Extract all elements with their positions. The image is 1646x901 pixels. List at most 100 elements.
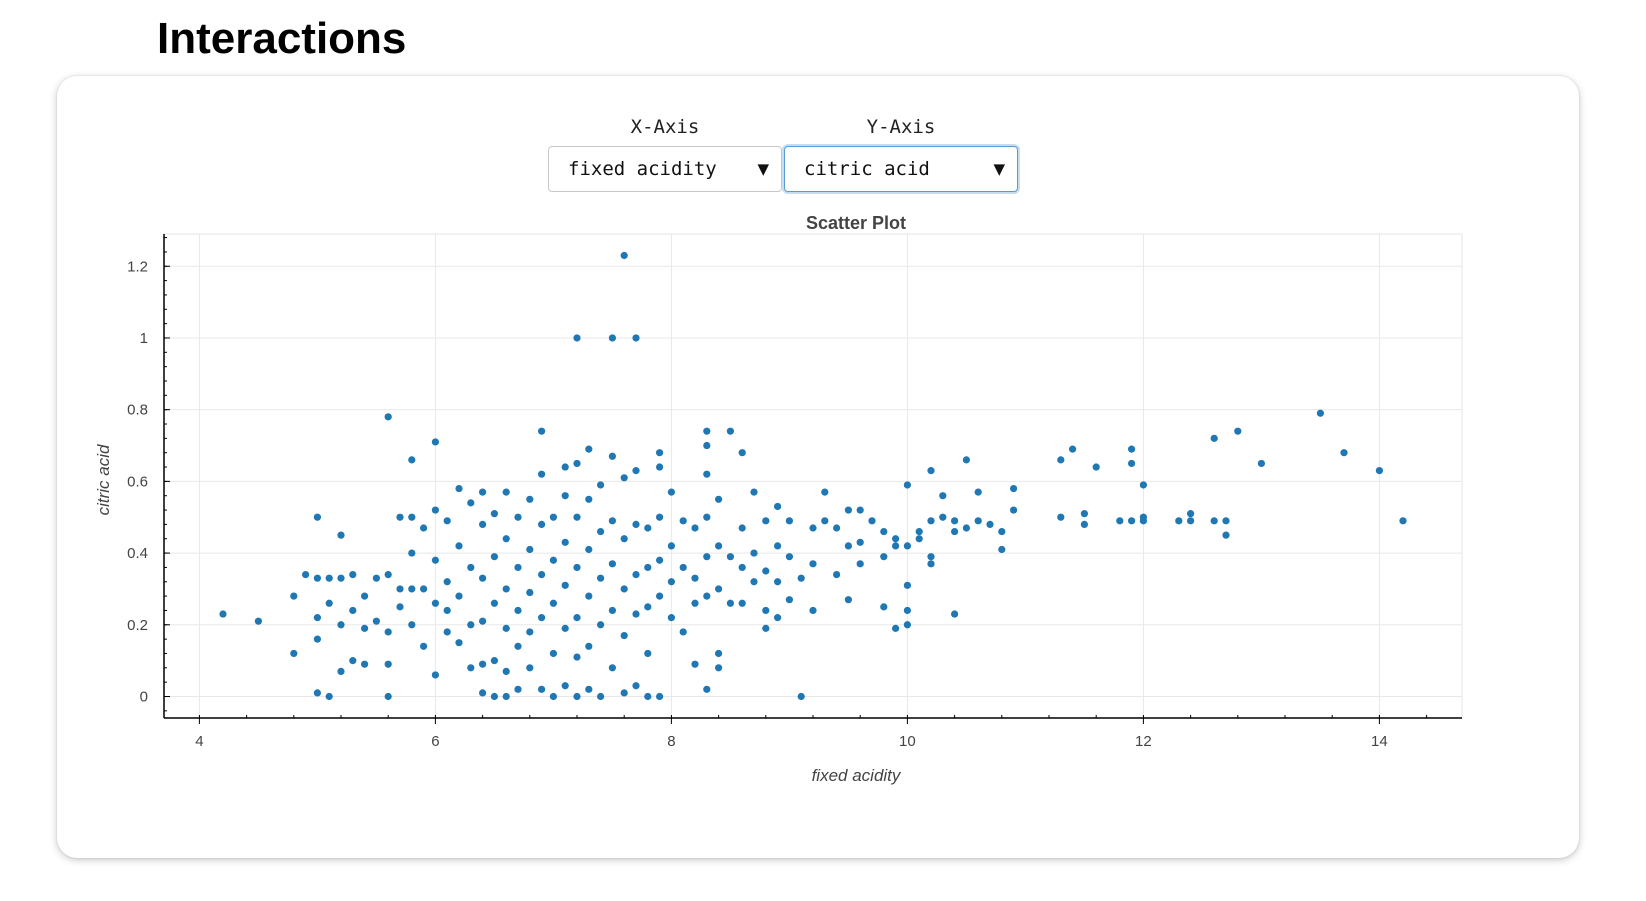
data-point [585,445,593,453]
data-point [1069,445,1077,453]
data-point [585,642,593,650]
data-point [490,553,498,561]
data-point [431,599,439,607]
data-point [715,495,723,503]
data-point [608,560,617,568]
data-point [715,542,723,550]
data-point [597,574,605,582]
data-point [1375,467,1383,475]
y-axis-title: citric acid [94,444,113,515]
data-point [361,592,369,600]
data-point [585,495,593,503]
data-point [384,628,392,636]
data-point [880,603,888,611]
data-point [927,467,935,475]
data-point [738,599,746,607]
data-point [703,592,711,600]
data-point [597,481,605,489]
data-point [502,692,510,701]
y-axis-select[interactable]: citric acid ▼ [784,146,1018,192]
data-point [514,606,522,615]
data-point [443,606,451,615]
data-point [644,524,652,532]
data-point [903,542,912,550]
data-point [490,599,498,607]
x-tick-label: 6 [431,733,439,750]
data-point [726,599,735,607]
x-axis-select[interactable]: fixed acidity ▼ [548,146,782,192]
data-point [349,606,357,615]
data-point [785,553,794,561]
data-point [384,413,392,421]
y-tick-label: 0.4 [127,545,148,562]
data-point [526,495,534,503]
data-point [325,692,333,701]
data-point [703,427,711,435]
data-point [632,610,640,618]
data-point [479,617,487,625]
data-point [408,456,416,464]
data-point [597,692,605,701]
data-point [1128,445,1136,453]
data-point [573,614,581,622]
data-point [561,581,569,589]
data-point [1316,409,1324,417]
data-point [290,592,298,600]
data-point [1057,513,1065,521]
data-point [939,513,947,521]
data-point [797,692,805,701]
x-axis-select-value: fixed acidity [568,158,717,180]
data-point [962,456,971,464]
data-point [467,621,475,629]
data-point [844,596,853,604]
data-point [490,510,498,518]
data-point [313,574,321,582]
data-point [1187,510,1195,518]
data-point [573,653,581,661]
data-point [656,449,664,457]
chevron-down-icon: ▼ [993,160,1005,178]
data-point [384,660,392,668]
data-point [762,517,770,525]
data-point [1222,531,1230,539]
data-point [797,574,805,582]
data-point [644,649,652,658]
data-point [384,692,392,701]
data-point [549,649,557,658]
scatter-plot-svg[interactable]: Scatter Plot fixed acidity citric acid 4… [57,76,1579,858]
data-point [608,606,617,615]
data-point [785,517,794,525]
x-tick-label: 4 [195,733,203,750]
y-axis-label: Y-Axis [866,116,936,138]
data-point [903,606,912,615]
data-point [951,527,959,536]
scatter-plot[interactable]: Scatter Plot fixed acidity citric acid 4… [57,76,1579,863]
data-point [762,567,770,575]
data-point [538,520,546,528]
data-point [408,513,416,521]
data-point [750,488,758,496]
data-point [420,585,428,593]
data-point [774,542,782,550]
data-point [1175,517,1183,525]
data-point [998,545,1006,554]
x-tick-label: 8 [667,733,675,750]
data-point [372,617,380,625]
data-point [1080,520,1088,528]
data-point [443,517,451,525]
data-point [467,499,475,507]
data-point [821,488,829,496]
data-point [703,470,711,478]
data-point [892,624,900,632]
grid-lines [163,233,1463,719]
data-point [490,692,498,701]
chart-card: X-Axis fixed acidity ▼ Y-Axis citric aci… [57,76,1579,858]
data-point [420,524,428,532]
data-point [561,682,569,690]
data-point [337,531,345,539]
data-point [927,517,935,525]
data-point [667,578,676,586]
data-point [502,488,510,496]
data-point [573,459,581,468]
data-point [254,617,262,625]
